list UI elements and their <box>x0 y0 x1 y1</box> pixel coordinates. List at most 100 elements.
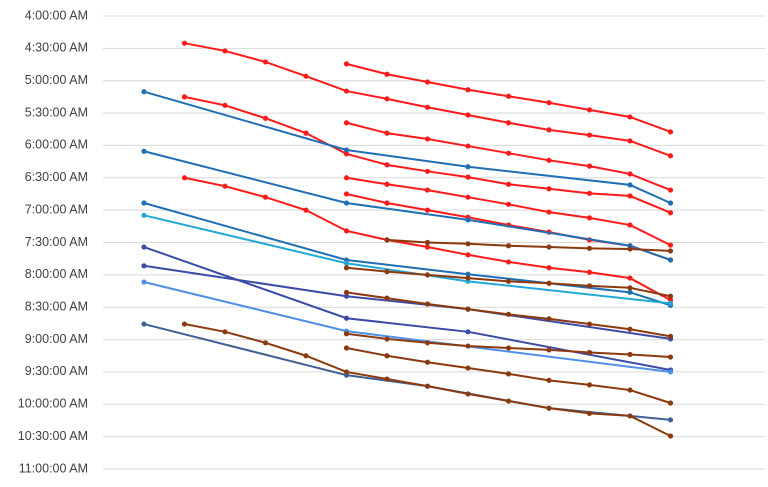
point <box>505 181 512 187</box>
point <box>343 120 350 126</box>
point <box>667 248 674 254</box>
point <box>465 87 471 93</box>
point <box>343 151 350 157</box>
point <box>505 371 512 377</box>
point <box>586 163 593 169</box>
point <box>465 112 471 118</box>
point <box>262 115 269 121</box>
y-tick-label: 7:00:00 AM <box>25 202 88 216</box>
point <box>343 331 350 337</box>
point <box>424 340 431 346</box>
point <box>181 94 188 100</box>
series-line <box>143 264 671 340</box>
point <box>343 315 350 321</box>
point <box>384 71 390 77</box>
point <box>384 162 390 168</box>
point <box>222 329 228 335</box>
point <box>424 244 431 250</box>
point <box>546 186 552 192</box>
point <box>546 347 552 353</box>
y-tick-label: 9:00:00 AM <box>25 332 88 346</box>
y-tick-label: 10:30:00 AM <box>18 429 88 443</box>
point <box>424 187 431 193</box>
point <box>141 263 147 269</box>
point <box>586 107 593 113</box>
y-tick-label: 9:30:00 AM <box>25 364 88 378</box>
point <box>465 241 471 247</box>
point <box>424 272 431 278</box>
point <box>627 182 633 188</box>
point <box>222 183 228 189</box>
point <box>181 321 188 327</box>
point <box>465 143 471 149</box>
point <box>343 228 350 234</box>
point <box>505 345 512 351</box>
point <box>667 354 674 360</box>
point <box>505 150 512 156</box>
point <box>141 279 147 285</box>
point <box>667 293 674 299</box>
y-tick-label: 11:00:00 AM <box>19 461 88 475</box>
point <box>627 351 633 358</box>
point <box>586 349 593 356</box>
point <box>262 59 269 65</box>
point <box>384 200 390 206</box>
point <box>667 242 674 248</box>
point <box>343 289 350 295</box>
point <box>384 353 390 359</box>
series-line <box>386 238 671 252</box>
point <box>627 193 633 199</box>
point <box>546 265 552 271</box>
point <box>384 130 390 136</box>
point <box>627 138 633 144</box>
series-line <box>143 214 671 305</box>
point <box>424 207 431 213</box>
point <box>424 136 431 142</box>
point <box>505 259 512 265</box>
point <box>262 194 269 200</box>
y-tick-label: 4:00:00 AM <box>25 8 88 22</box>
point <box>586 190 593 196</box>
point <box>384 96 390 102</box>
y-tick-label: 5:00:00 AM <box>25 73 88 87</box>
point <box>222 102 228 108</box>
point <box>343 200 350 206</box>
point <box>465 217 471 223</box>
point <box>627 285 633 291</box>
point <box>667 369 674 375</box>
point <box>667 200 674 206</box>
point <box>505 201 512 207</box>
point <box>343 260 350 266</box>
point <box>384 269 390 275</box>
point <box>424 359 431 365</box>
point <box>141 200 147 206</box>
y-tick-label: 4:30:00 AM <box>25 41 88 55</box>
point <box>627 275 633 281</box>
point <box>586 321 593 327</box>
point <box>627 413 633 419</box>
point <box>546 377 552 383</box>
point <box>627 114 633 120</box>
point <box>667 400 674 406</box>
point <box>667 129 674 135</box>
point <box>586 410 593 416</box>
point <box>384 376 390 382</box>
series-line <box>346 176 671 246</box>
point <box>546 127 552 133</box>
point <box>465 391 471 397</box>
point <box>667 433 674 439</box>
point <box>424 104 431 110</box>
point <box>222 48 228 54</box>
point <box>546 405 552 411</box>
point <box>667 333 674 339</box>
point <box>505 93 512 99</box>
point <box>343 345 350 351</box>
point <box>546 316 552 322</box>
point <box>181 175 188 181</box>
point <box>586 245 593 251</box>
point <box>343 265 350 271</box>
point <box>505 120 512 126</box>
point <box>465 174 471 180</box>
point <box>505 311 512 317</box>
